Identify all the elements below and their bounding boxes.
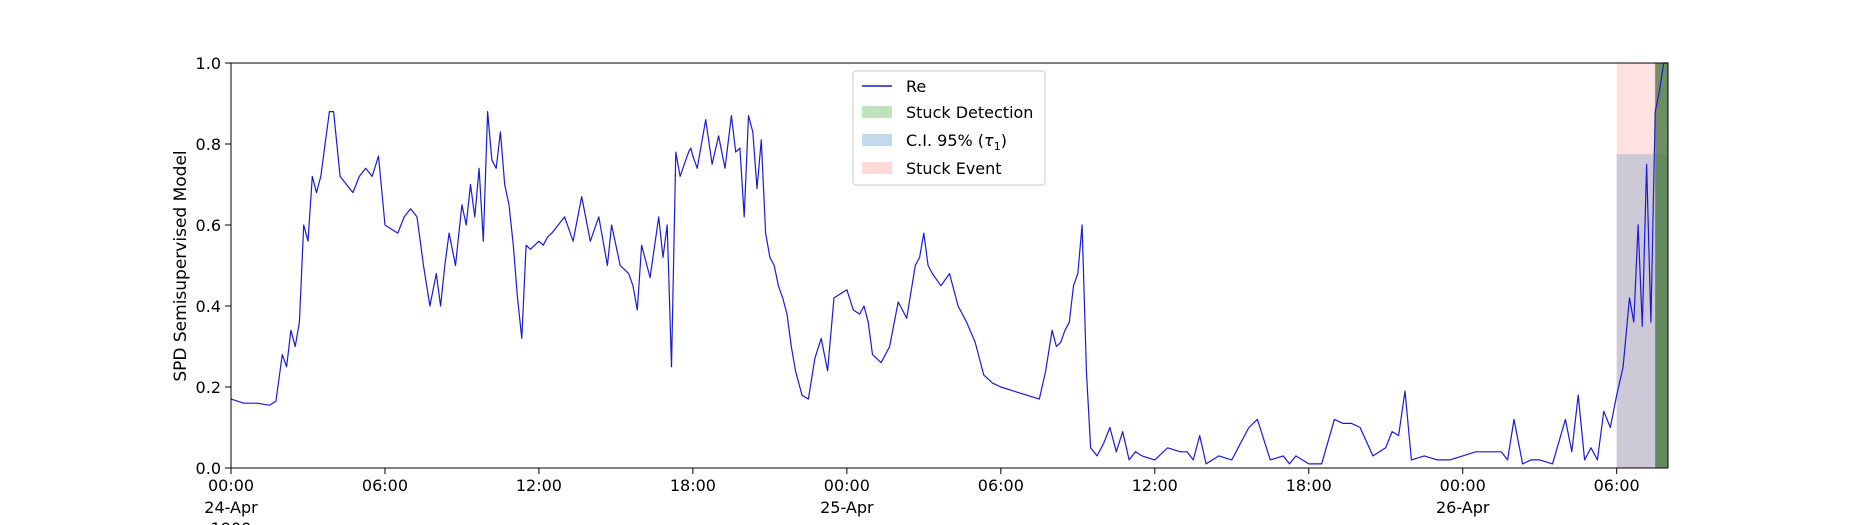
x-tick-label: 06:00 — [978, 476, 1024, 495]
legend-label-stuck-detection: Stuck Detection — [906, 103, 1033, 122]
y-axis-label: SPD Semisupervised Model — [171, 150, 191, 381]
series-layer — [230, 62, 1668, 465]
y-tick-label: 1.0 — [196, 54, 221, 73]
band-stuck-detection-overlap — [1655, 63, 1668, 468]
y-tick-label: 0.0 — [196, 459, 221, 478]
x-tick-date-label: 25-Apr — [820, 498, 874, 517]
legend-label-re: Re — [906, 77, 926, 96]
x-tick-label: 12:00 — [516, 476, 562, 495]
x-tick-label: 12:00 — [1132, 476, 1178, 495]
y-tick-label: 0.2 — [196, 378, 221, 397]
x-tick-label: 06:00 — [1594, 476, 1640, 495]
x-axis: 00:00 24-Apr 1900 06:00 12:00 18:00 00:00 25-Ap… — [204, 468, 1640, 525]
legend-label-stuck-event: Stuck Event — [906, 159, 1002, 178]
legend-label-ci95: C.I. 95% (τ1) — [906, 131, 1007, 153]
y-axis: 0.0 0.2 0.4 0.6 0.8 1.0 — [196, 54, 231, 478]
x-tick-label: 00:00 — [1440, 476, 1486, 495]
x-tick-date-label: 26-Apr — [1436, 498, 1490, 517]
legend: Re Stuck Detection C.I. 95% (τ1) Stuck E… — [852, 70, 1046, 186]
x-tick-label: 18:00 — [1286, 476, 1332, 495]
y-tick-label: 0.8 — [196, 135, 221, 154]
legend-swatch-stuck-detection — [862, 106, 892, 118]
x-tick-label: 06:00 — [362, 476, 408, 495]
x-tick-label: 18:00 — [670, 476, 716, 495]
shaded-bands — [1616, 63, 1668, 468]
legend-swatch-stuck-event — [862, 162, 892, 174]
legend-swatch-ci95 — [862, 134, 892, 146]
y-tick-label: 0.6 — [196, 216, 221, 235]
x-tick-label: 00:00 — [208, 476, 254, 495]
x-tick-date-label: 24-Apr — [204, 498, 258, 517]
y-tick-label: 0.4 — [196, 297, 221, 316]
x-tick-year-label: 1900 — [211, 519, 252, 525]
legend-frame — [852, 70, 1046, 186]
x-tick-label: 00:00 — [824, 476, 870, 495]
series-line-re — [230, 62, 1668, 465]
plot-frame — [230, 62, 1669, 469]
